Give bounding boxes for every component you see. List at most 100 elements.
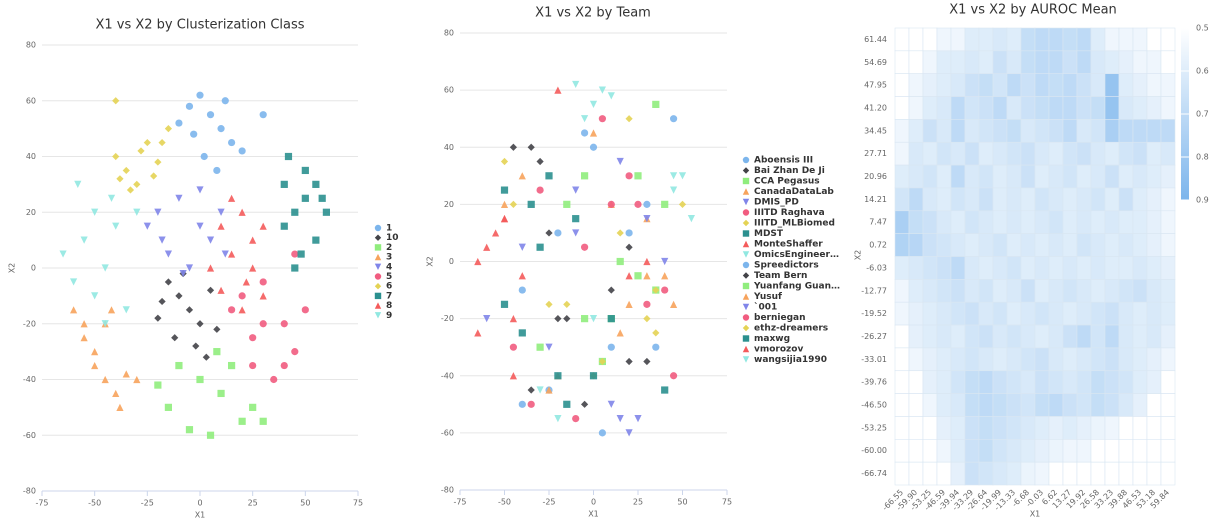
cell bbox=[964, 50, 980, 74]
cell bbox=[908, 324, 924, 349]
legend-label: maxwg bbox=[754, 334, 790, 344]
cell bbox=[922, 73, 938, 97]
cell bbox=[1132, 370, 1148, 394]
cell bbox=[1160, 256, 1176, 280]
chart-title: X1 vs X2 by Team bbox=[535, 6, 651, 21]
x-tick-label: 25 bbox=[633, 498, 643, 507]
point bbox=[661, 272, 669, 280]
cell bbox=[1020, 256, 1036, 280]
cell bbox=[950, 416, 966, 440]
cell bbox=[1076, 347, 1092, 372]
point bbox=[74, 180, 82, 188]
point bbox=[661, 386, 669, 394]
point bbox=[185, 306, 194, 314]
y-tick-label: -60 bbox=[441, 428, 454, 437]
cell bbox=[1048, 73, 1064, 97]
point bbox=[213, 325, 221, 333]
point bbox=[509, 315, 517, 323]
cell bbox=[950, 438, 966, 463]
point bbox=[101, 264, 109, 272]
cell bbox=[1076, 141, 1092, 166]
legend-label: 1 bbox=[386, 224, 392, 234]
cell bbox=[1146, 210, 1162, 234]
y-tick-label: -12.77 bbox=[861, 286, 887, 295]
cell bbox=[992, 164, 1008, 189]
cell bbox=[1118, 73, 1134, 97]
cell bbox=[908, 27, 924, 52]
cell bbox=[964, 416, 980, 440]
cell bbox=[1132, 141, 1148, 166]
cell bbox=[1006, 461, 1022, 486]
cell bbox=[922, 96, 938, 120]
cell bbox=[1090, 416, 1106, 440]
cell bbox=[1104, 96, 1120, 120]
point bbox=[572, 80, 580, 89]
cell bbox=[1104, 141, 1120, 166]
cell bbox=[1118, 301, 1134, 326]
y-tick-label: 80 bbox=[444, 29, 454, 38]
cell bbox=[936, 347, 952, 372]
legend-symbol bbox=[742, 167, 750, 174]
cell bbox=[1048, 393, 1064, 417]
cell bbox=[1076, 324, 1092, 349]
point bbox=[536, 186, 544, 194]
cell bbox=[908, 96, 924, 120]
cell bbox=[950, 256, 966, 280]
y-tick-label: 0.72 bbox=[869, 241, 887, 250]
cell bbox=[908, 370, 924, 394]
cell bbox=[1146, 279, 1162, 303]
cell bbox=[894, 27, 910, 52]
x-tick-label: 25 bbox=[248, 499, 258, 508]
legend-symbol bbox=[742, 219, 750, 227]
cell bbox=[1132, 164, 1148, 189]
point bbox=[202, 353, 210, 361]
point bbox=[563, 315, 571, 323]
cell bbox=[1062, 73, 1078, 97]
cell bbox=[1076, 210, 1092, 234]
point bbox=[652, 100, 660, 109]
cell bbox=[1020, 461, 1036, 486]
point bbox=[643, 257, 651, 266]
point bbox=[581, 315, 589, 323]
cell bbox=[1118, 370, 1134, 394]
point bbox=[154, 314, 162, 322]
cell bbox=[1020, 210, 1036, 234]
cell bbox=[1090, 370, 1106, 394]
legend-label: 2 bbox=[386, 243, 392, 253]
cell bbox=[1048, 461, 1064, 486]
point bbox=[500, 186, 509, 194]
cell bbox=[1076, 393, 1092, 417]
cell bbox=[1146, 438, 1162, 463]
cell bbox=[1020, 233, 1036, 257]
cell bbox=[1006, 164, 1022, 189]
point bbox=[291, 348, 299, 356]
cell bbox=[978, 187, 994, 212]
cell bbox=[1076, 279, 1092, 303]
cell bbox=[1076, 119, 1092, 143]
cell bbox=[1132, 119, 1148, 143]
y-tick-label: -39.76 bbox=[861, 378, 887, 387]
cell bbox=[1104, 370, 1120, 394]
cell bbox=[1090, 438, 1106, 463]
legend-symbol bbox=[742, 188, 750, 195]
point bbox=[527, 143, 535, 151]
point bbox=[616, 157, 624, 166]
cell bbox=[992, 27, 1008, 52]
y-tick-label: -33.01 bbox=[861, 355, 887, 364]
cell bbox=[1034, 96, 1050, 120]
x-axis-title: X1 bbox=[195, 511, 206, 520]
legend-symbol bbox=[742, 282, 750, 290]
cell bbox=[894, 96, 910, 120]
cell bbox=[1006, 438, 1022, 463]
cell bbox=[1146, 256, 1162, 280]
cell bbox=[978, 393, 994, 417]
point bbox=[500, 157, 509, 166]
point bbox=[563, 300, 571, 308]
y-tick-label: -80 bbox=[23, 487, 36, 496]
y-tick-label: 0 bbox=[31, 264, 36, 273]
x-tick-label: 0 bbox=[591, 498, 596, 507]
cell bbox=[894, 416, 910, 440]
cell bbox=[950, 27, 966, 52]
legend-symbol bbox=[742, 251, 750, 258]
cell bbox=[1062, 119, 1078, 143]
